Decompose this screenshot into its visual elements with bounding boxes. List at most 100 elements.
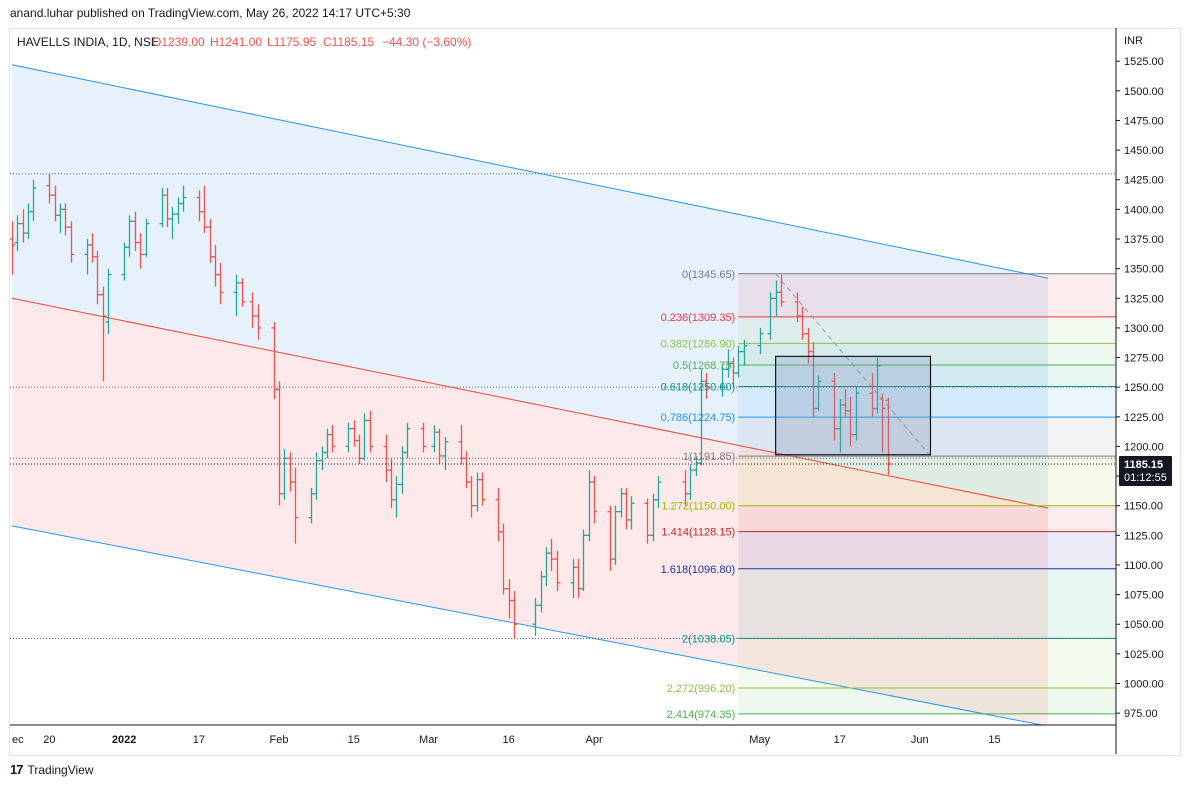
ohlc-open: O1239.00 <box>152 35 205 49</box>
fib-level-label: 0.5(1268.75) <box>673 360 735 372</box>
ohlc-bar <box>68 221 75 263</box>
ohlc-bar <box>548 538 555 571</box>
ohlc-bar <box>169 206 176 239</box>
ohlc-bar <box>420 422 427 453</box>
time-tick-label: 15 <box>348 734 360 746</box>
ohlc-bar <box>137 233 144 269</box>
fib-level-label: 0.786(1224.75) <box>661 412 736 424</box>
price-tick-label: 1300.00 <box>1124 323 1164 335</box>
ohlc-bar <box>436 428 443 465</box>
chart-frame <box>9 28 1181 756</box>
ohlc-bar <box>217 262 224 305</box>
time-tick-label: 20 <box>43 734 55 746</box>
price-tick-label: 1450.00 <box>1124 145 1164 157</box>
ohlc-bar <box>105 268 112 334</box>
channel-lower-line <box>11 525 1045 725</box>
fib-level-label: 2.414(974.35) <box>667 709 736 721</box>
price-tick-label: 1425.00 <box>1124 175 1164 187</box>
time-tick-label: 2022 <box>112 734 136 746</box>
ohlc-bar <box>500 523 507 595</box>
ohlc-bar <box>815 375 822 411</box>
currency-label: INR <box>1124 35 1143 47</box>
ohlc-bar <box>479 472 486 506</box>
ohlc-bar <box>180 185 187 212</box>
last-price-badge <box>1119 456 1172 487</box>
ohlc-bar <box>511 591 518 639</box>
last-price-label: 1185.15 <box>1124 459 1163 471</box>
tradingview-logo-icon: 17 <box>10 762 24 777</box>
ohlc-bar <box>404 422 411 459</box>
ohlc-bar <box>442 436 449 471</box>
ohlc-bar <box>735 345 742 378</box>
channel-upper-line <box>11 64 1049 279</box>
tradingview-logo[interactable]: 17 TradingView <box>10 762 94 777</box>
ohlc-bar <box>367 410 374 453</box>
price-tick-label: 1375.00 <box>1124 234 1164 246</box>
ohlc-bar <box>644 498 651 544</box>
fib-zone <box>738 688 1116 714</box>
price-tick-label: 1500.00 <box>1124 86 1164 98</box>
ohlc-high: H1241.00 <box>210 35 262 49</box>
price-tick-label: 1275.00 <box>1124 353 1164 365</box>
price-tick-label: 1475.00 <box>1124 115 1164 127</box>
ohlc-bar <box>94 250 101 305</box>
ohlc-bar <box>879 393 886 453</box>
fib-level-label: 2.272(996.20) <box>667 683 736 695</box>
fib-level-label: 1.618(1096.80) <box>661 564 736 576</box>
fib-level-label: 2(1038.05) <box>682 633 735 645</box>
price-tick-label: 1050.00 <box>1124 619 1164 631</box>
fib-level-label: 1.414(1128.15) <box>661 527 735 539</box>
fib-zone <box>738 638 1116 689</box>
ohlc-bar <box>799 306 806 340</box>
ohlc-bar <box>831 372 838 441</box>
ohlc-change: −44.30 (−3.60%) <box>382 35 471 49</box>
ohlc-bar <box>687 464 694 500</box>
ohlc-bar <box>46 173 53 204</box>
publisher-line: anand.luhar published on TradingView.com… <box>10 6 411 20</box>
ohlc-bar <box>281 448 288 500</box>
symbol-name[interactable]: HAVELLS INDIA, 1D, NSE <box>17 35 159 49</box>
fib-zone <box>738 568 1116 639</box>
price-tick-label: 1075.00 <box>1124 590 1164 602</box>
ohlc-bar <box>233 274 240 317</box>
fib-level-label: 0.382(1286.90) <box>661 338 736 350</box>
fib-level-label: 1.272(1150.00) <box>661 501 735 513</box>
price-tick-label: 975.00 <box>1124 708 1158 720</box>
ohlc-bar <box>361 413 368 461</box>
price-tick-label: 1000.00 <box>1124 679 1164 691</box>
ohlc-bar <box>14 215 21 251</box>
brand-name: TradingView <box>27 762 94 777</box>
fib-zone <box>738 386 1116 418</box>
countdown-label: 01:12:55 <box>1124 472 1167 484</box>
ohlc-bar <box>126 215 133 257</box>
time-tick-label: Feb <box>270 734 289 746</box>
ohlc-bar <box>874 357 881 414</box>
price-tick-label: 1350.00 <box>1124 264 1164 276</box>
ohlc-bar <box>143 218 150 257</box>
price-tick-label: 1025.00 <box>1124 649 1164 661</box>
time-tick-label: Apr <box>585 734 602 746</box>
price-tick-label: 1325.00 <box>1124 293 1164 305</box>
channel-lower-fill <box>12 298 1048 725</box>
time-tick-label: Jun <box>911 734 929 746</box>
time-tick-label: 15 <box>988 734 1000 746</box>
ohlc-bar <box>719 363 726 397</box>
ohlc-bar <box>345 422 352 453</box>
fib-zone <box>738 456 1116 506</box>
time-tick-label: May <box>749 734 770 746</box>
ohlc-bar <box>62 203 69 236</box>
ohlc-bar <box>741 339 748 366</box>
ohlc-close: C1185.15 <box>323 35 374 49</box>
price-tick-label: 1100.00 <box>1124 560 1163 572</box>
ohlc-bar <box>30 179 37 222</box>
ohlc-bar <box>757 327 764 354</box>
channel-middle-line <box>11 297 1049 509</box>
ohlc-bar <box>255 304 262 340</box>
range-rectangle <box>775 355 932 456</box>
fib-zone <box>738 273 1116 317</box>
ohlc-bar <box>628 496 635 530</box>
ohlc-bar <box>100 286 107 382</box>
time-tick-label: 17 <box>834 734 846 746</box>
ohlc-bar <box>292 467 299 544</box>
